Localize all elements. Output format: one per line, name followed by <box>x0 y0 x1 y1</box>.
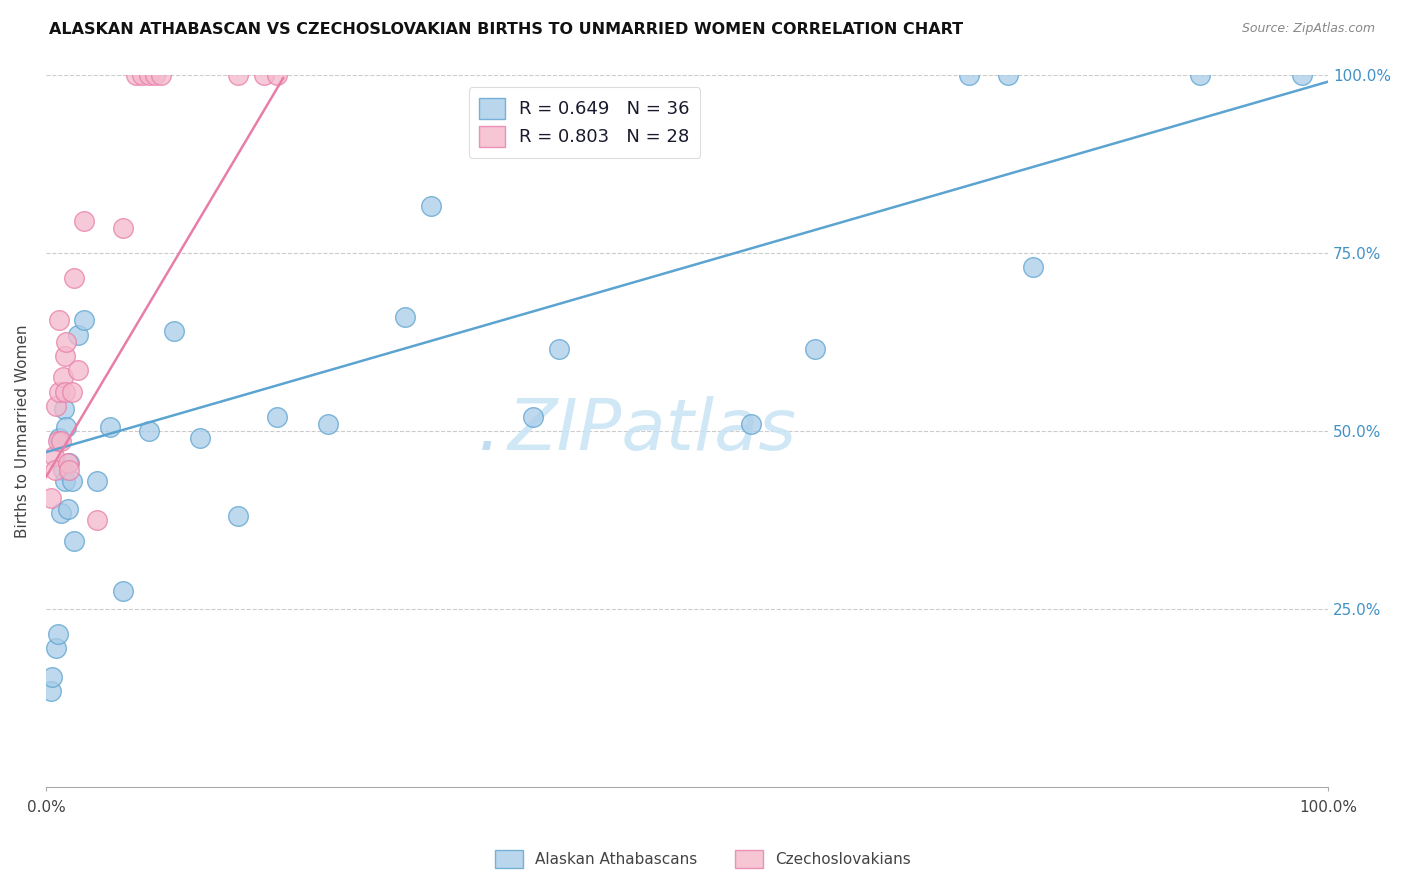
Point <box>42 449 65 463</box>
Point <box>1022 260 1045 274</box>
Point <box>52 463 75 477</box>
Point <box>39 491 62 506</box>
Point <box>111 220 134 235</box>
Y-axis label: Births to Unmarried Women: Births to Unmarried Women <box>15 324 30 538</box>
Point <box>56 456 79 470</box>
Point <box>804 342 827 356</box>
Point <box>46 434 69 449</box>
Point <box>226 509 249 524</box>
Point <box>522 409 544 424</box>
Point <box>46 627 69 641</box>
Point <box>316 417 339 431</box>
Point <box>58 456 80 470</box>
Point <box>48 384 70 399</box>
Point <box>131 68 153 82</box>
Point <box>73 213 96 227</box>
Point <box>86 513 108 527</box>
Point <box>111 584 134 599</box>
Point <box>63 534 86 549</box>
Point <box>73 313 96 327</box>
Point <box>45 641 67 656</box>
Point <box>44 463 66 477</box>
Point <box>51 434 73 449</box>
Point <box>66 363 89 377</box>
Point <box>266 68 288 82</box>
Point <box>253 68 276 82</box>
Point <box>60 384 83 399</box>
Point <box>60 474 83 488</box>
Text: ZIPatlas: ZIPatlas <box>508 396 797 466</box>
Point <box>55 420 77 434</box>
Point <box>52 402 75 417</box>
Point <box>53 474 76 488</box>
Point <box>86 474 108 488</box>
Text: .: . <box>478 396 501 466</box>
Point <box>1188 68 1211 82</box>
Point <box>547 342 569 356</box>
Point <box>51 506 73 520</box>
Point <box>138 424 160 438</box>
Point <box>98 420 121 434</box>
Point <box>394 310 416 324</box>
Point <box>740 417 762 431</box>
Point <box>143 68 166 82</box>
Point <box>53 384 76 399</box>
Point <box>53 349 76 363</box>
Point <box>63 270 86 285</box>
Point <box>997 68 1019 82</box>
Point <box>39 684 62 698</box>
Point <box>45 399 67 413</box>
Point <box>125 68 148 82</box>
Point <box>1291 68 1313 82</box>
Point <box>66 327 89 342</box>
Point <box>138 68 160 82</box>
Text: ALASKAN ATHABASCAN VS CZECHOSLOVAKIAN BIRTHS TO UNMARRIED WOMEN CORRELATION CHAR: ALASKAN ATHABASCAN VS CZECHOSLOVAKIAN BI… <box>49 22 963 37</box>
Point <box>163 324 186 338</box>
Text: Source: ZipAtlas.com: Source: ZipAtlas.com <box>1241 22 1375 36</box>
Legend: Alaskan Athabascans, Czechoslovakians: Alaskan Athabascans, Czechoslovakians <box>489 844 917 873</box>
Point <box>226 68 249 82</box>
Point <box>419 199 441 213</box>
Point <box>48 313 70 327</box>
Legend: R = 0.649   N = 36, R = 0.803   N = 28: R = 0.649 N = 36, R = 0.803 N = 28 <box>468 87 700 158</box>
Point <box>188 431 211 445</box>
Point <box>957 68 980 82</box>
Point <box>55 334 77 349</box>
Point <box>41 670 63 684</box>
Point <box>48 431 70 445</box>
Point <box>56 502 79 516</box>
Point <box>52 370 75 384</box>
Point <box>266 409 288 424</box>
Point <box>58 463 80 477</box>
Point <box>150 68 173 82</box>
